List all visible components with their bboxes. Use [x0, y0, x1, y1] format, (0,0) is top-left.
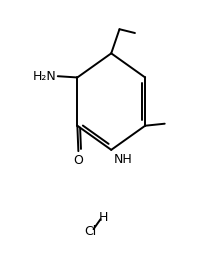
Text: O: O: [73, 154, 83, 167]
Text: NH: NH: [113, 153, 132, 166]
Text: H: H: [98, 211, 108, 224]
Text: H₂N: H₂N: [32, 70, 56, 83]
Text: Cl: Cl: [84, 225, 97, 238]
